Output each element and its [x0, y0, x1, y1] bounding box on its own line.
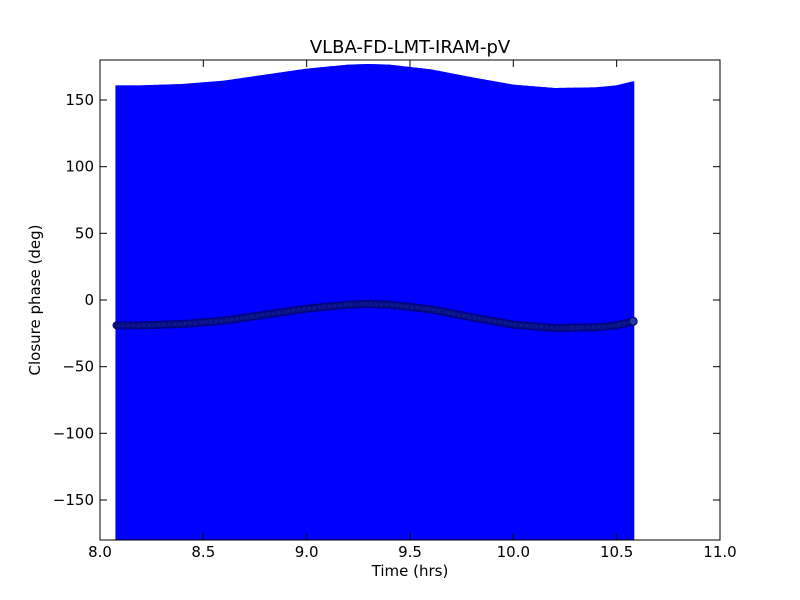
y-tick-label: −150 — [53, 491, 94, 509]
errorbar-group — [115, 64, 635, 540]
plot-area — [112, 64, 638, 540]
x-tick-label: 10.0 — [497, 543, 530, 561]
y-axis-label: Closure phase (deg) — [26, 225, 44, 376]
x-tick-label: 8.0 — [88, 543, 112, 561]
y-tick-label: −50 — [62, 358, 94, 376]
data-point — [628, 316, 638, 326]
y-tick-label: −100 — [53, 424, 94, 442]
y-tick-label: 150 — [65, 91, 94, 109]
chart-title: VLBA-FD-LMT-IRAM-pV — [310, 37, 511, 58]
axes-ticks: 8.0 8.5 9.0 9.5 10.0 10.5 11.0 150 100 50 0 −50 −100… — [53, 60, 737, 561]
x-tick-label: 9.0 — [295, 543, 319, 561]
y-tick-label: 50 — [75, 224, 94, 242]
x-axis-label: Time (hrs) — [371, 562, 449, 580]
x-tick-label: 9.5 — [398, 543, 422, 561]
x-tick-label: 8.5 — [191, 543, 215, 561]
y-tick-label: 0 — [84, 291, 94, 309]
y-tick-label: 100 — [65, 158, 94, 176]
x-tick-label: 10.5 — [600, 543, 633, 561]
data-points — [112, 300, 638, 332]
x-tick-label: 11.0 — [703, 543, 736, 561]
